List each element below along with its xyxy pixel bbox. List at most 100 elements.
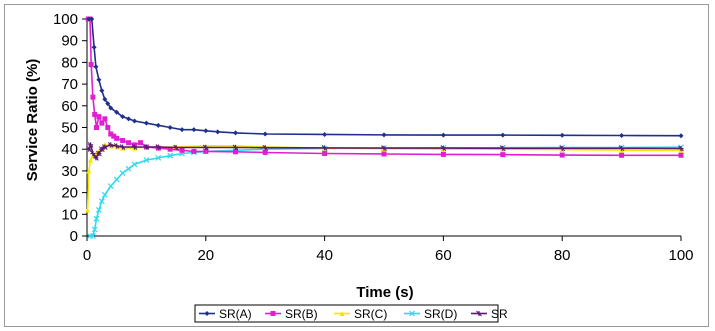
- series-sr: [85, 142, 684, 161]
- plot-area: 0 10 20 30 40 50 60 70 80 90 100 0 20 40 60 80 100: [53, 11, 694, 264]
- data-point: [203, 148, 209, 154]
- y-tick-label: 20: [61, 185, 78, 202]
- data-point: [321, 145, 328, 151]
- data-point: [90, 94, 96, 100]
- data-point: [93, 155, 99, 161]
- data-point: [619, 133, 625, 139]
- data-point: [440, 132, 446, 138]
- y-tick-label: 30: [61, 163, 78, 180]
- data-point: [98, 146, 105, 153]
- data-point: [203, 128, 209, 134]
- data-point: [99, 88, 105, 94]
- data-point: [125, 165, 132, 172]
- data-point: [381, 151, 387, 157]
- data-point: [262, 131, 268, 137]
- data-point: [559, 152, 565, 158]
- data-point: [233, 149, 238, 155]
- y-tick-label: 70: [61, 76, 78, 93]
- data-point: [88, 157, 94, 163]
- data-point: [499, 145, 506, 152]
- data-point: [114, 135, 120, 141]
- series-sr-d: [87, 144, 684, 239]
- data-point: [322, 151, 328, 157]
- legend-marker: [476, 310, 482, 317]
- data-point: [88, 62, 94, 68]
- legend-label: SR: [491, 307, 508, 321]
- data-point: [126, 140, 132, 146]
- data-point: [99, 120, 105, 126]
- data-point: [87, 142, 94, 148]
- data-point: [132, 118, 138, 124]
- x-tick-label: 60: [435, 247, 452, 264]
- y-axis-label: Service Ratio (%): [24, 59, 41, 182]
- data-point: [120, 138, 126, 144]
- data-point: [85, 207, 91, 213]
- data-point: [262, 144, 269, 151]
- x-axis-label: Time (s): [356, 284, 413, 301]
- data-point: [500, 152, 506, 158]
- data-point: [381, 145, 387, 151]
- legend: SR(A) SR(B) SR(C) SR(D) SR: [194, 304, 508, 323]
- data-point: [105, 101, 111, 107]
- data-point: [91, 226, 98, 233]
- chart-area: [4, 4, 709, 327]
- data-point: [102, 96, 108, 102]
- data-point: [89, 16, 95, 22]
- legend-marker: [339, 311, 345, 316]
- legend-item: SR(D): [404, 307, 457, 321]
- data-point: [101, 191, 108, 198]
- data-point: [167, 146, 173, 152]
- data-point: [678, 133, 684, 139]
- y-tick-label: 60: [61, 98, 78, 115]
- data-point: [143, 120, 149, 126]
- data-point: [113, 143, 120, 149]
- data-point: [233, 130, 238, 136]
- data-point: [678, 145, 684, 152]
- data-point: [262, 149, 268, 155]
- y-tick-label: 100: [53, 11, 78, 28]
- data-point: [102, 116, 108, 122]
- y-axis-title: Service Ratio (%): [24, 59, 41, 182]
- data-point: [191, 127, 197, 133]
- data-point: [93, 64, 99, 70]
- data-point: [179, 127, 185, 133]
- data-point: [126, 116, 132, 122]
- data-point: [131, 144, 138, 150]
- data-point: [108, 131, 114, 137]
- data-point: [113, 176, 120, 183]
- series-line: [88, 18, 682, 137]
- y-tick-label: 0: [70, 228, 78, 245]
- y-tick-label: 50: [61, 120, 78, 137]
- y-tick-label: 40: [61, 141, 78, 158]
- data-point: [119, 144, 126, 150]
- series-sr-a: [86, 16, 684, 139]
- data-point: [94, 125, 100, 130]
- data-point: [137, 140, 143, 146]
- legend-label: SR(C): [354, 307, 387, 321]
- data-point: [93, 215, 100, 222]
- x-tick-label: 0: [83, 247, 91, 264]
- data-point: [92, 111, 98, 117]
- data-point: [167, 152, 174, 159]
- data-point: [191, 148, 197, 154]
- data-point: [215, 129, 221, 135]
- legend-label: SR(B): [285, 307, 318, 321]
- data-point: [111, 133, 117, 139]
- data-point: [167, 125, 173, 130]
- data-point: [107, 183, 114, 190]
- data-point: [143, 157, 150, 163]
- data-point: [202, 144, 209, 151]
- x-tick-label: 40: [316, 247, 333, 264]
- x-tick-label: 80: [554, 247, 571, 264]
- data-point: [96, 114, 102, 120]
- data-point: [105, 125, 111, 130]
- data-point: [143, 144, 150, 150]
- data-point: [559, 145, 566, 152]
- data-point: [85, 146, 92, 153]
- data-point: [440, 145, 447, 151]
- legend-label: SR(D): [424, 307, 457, 321]
- data-point: [98, 198, 105, 205]
- legend-item: SR(A): [199, 307, 252, 321]
- x-tick-label: 100: [668, 247, 693, 264]
- legend-label: SR(A): [219, 307, 252, 321]
